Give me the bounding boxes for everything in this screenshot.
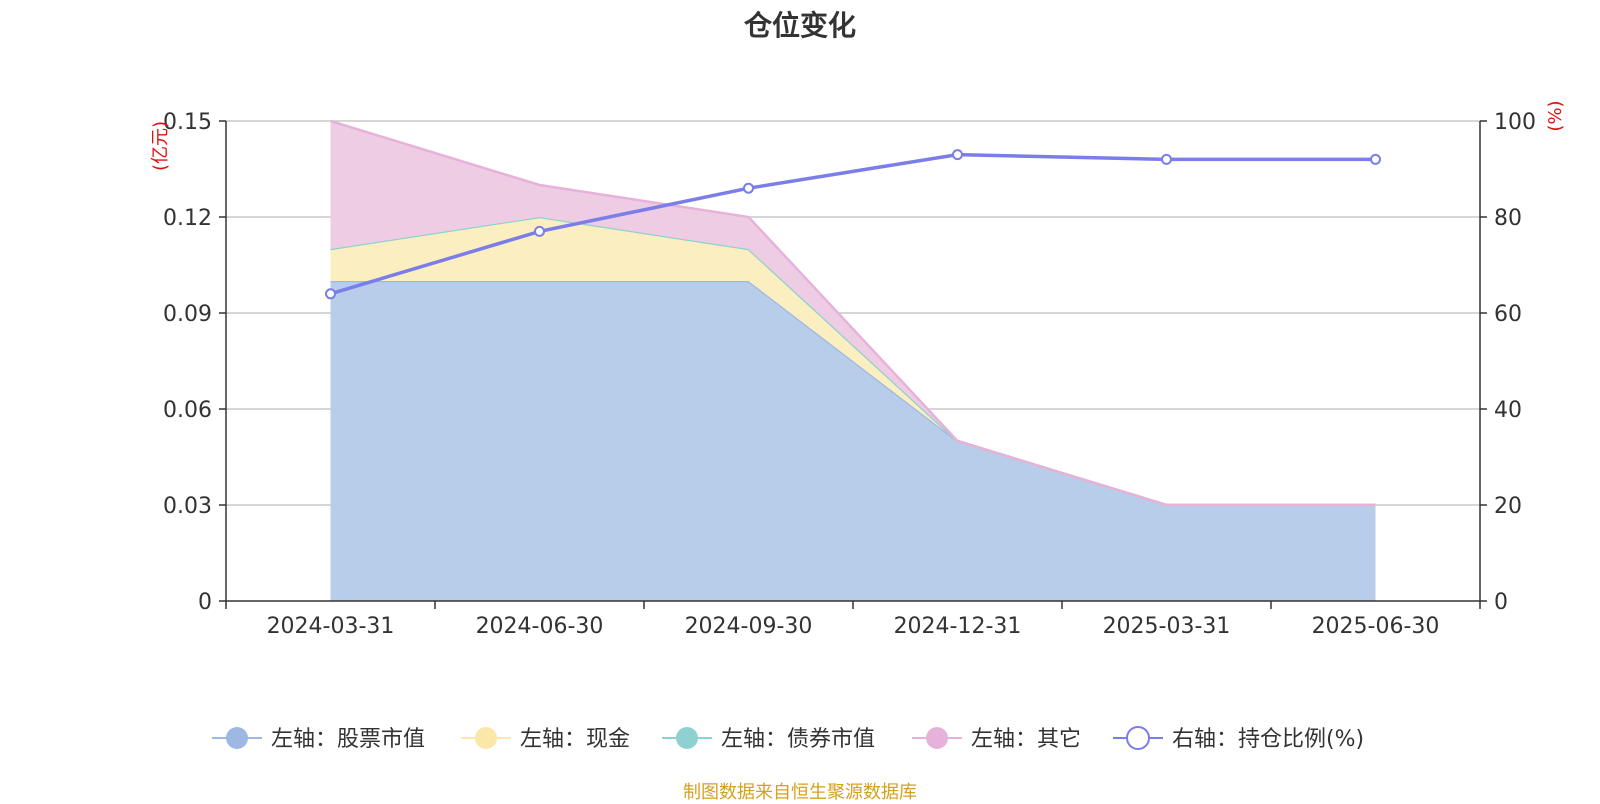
legend-swatch-marker[interactable] [1126,726,1150,750]
area-左轴：现金 [330,217,1376,505]
right-axis-tick-label: 40 [1494,398,1522,423]
left-axis-tick-label: 0.09 [163,302,212,327]
right-axis-tick-label: 20 [1494,494,1522,519]
line-point [743,182,754,194]
x-axis-tick-label: 2024-09-30 [685,614,813,639]
legend-label[interactable]: 左轴：现金 [520,727,630,752]
legend-swatch-marker[interactable] [926,727,948,749]
line-point [325,288,336,300]
line-point [1370,153,1381,165]
right-axis-tick-label: 60 [1494,302,1522,327]
legend-label[interactable]: 左轴：其它 [971,727,1081,752]
x-axis-tick-label: 2025-06-30 [1312,614,1440,639]
right-axis-tick-label: 80 [1494,206,1522,231]
legend-label[interactable]: 左轴：债券市值 [721,727,875,752]
left-axis-tick-label: 0.03 [163,494,212,519]
chart-title: 仓位变化 [743,9,856,42]
legend-swatch-marker[interactable] [475,727,497,749]
line-point [1161,153,1172,165]
legend-label[interactable]: 右轴：持仓比例(%) [1172,727,1364,752]
left-axis-tick-label: 0 [198,590,212,615]
legend-swatch-marker[interactable] [676,727,698,749]
x-axis-tick-label: 2024-06-30 [476,614,604,639]
left-axis-tick-label: 0.15 [163,110,212,135]
line-point [534,225,545,237]
area-edge-左轴：其它 [330,119,1376,507]
left-axis-unit: (亿元) [150,121,171,171]
source-note: 制图数据来自恒生聚源数据库 [683,782,917,803]
legend-swatch-marker[interactable] [226,727,248,749]
legend-label[interactable]: 左轴：股票市值 [271,727,425,752]
x-axis-tick-label: 2024-12-31 [894,614,1022,639]
area-左轴：股票市值 [330,281,1376,601]
right-axis-unit: (%) [1545,100,1566,131]
line-右轴：持仓比例(%) [329,152,1376,296]
left-axis-tick-label: 0.12 [163,206,212,231]
x-axis-tick-label: 2025-03-31 [1103,614,1231,639]
right-axis-tick-label: 100 [1494,110,1536,135]
x-axis-tick-label: 2024-03-31 [267,614,395,639]
right-axis-tick-label: 0 [1494,590,1508,615]
line-point [952,149,963,161]
area-左轴：其它 [330,121,1376,505]
left-axis-tick-label: 0.06 [163,398,212,423]
